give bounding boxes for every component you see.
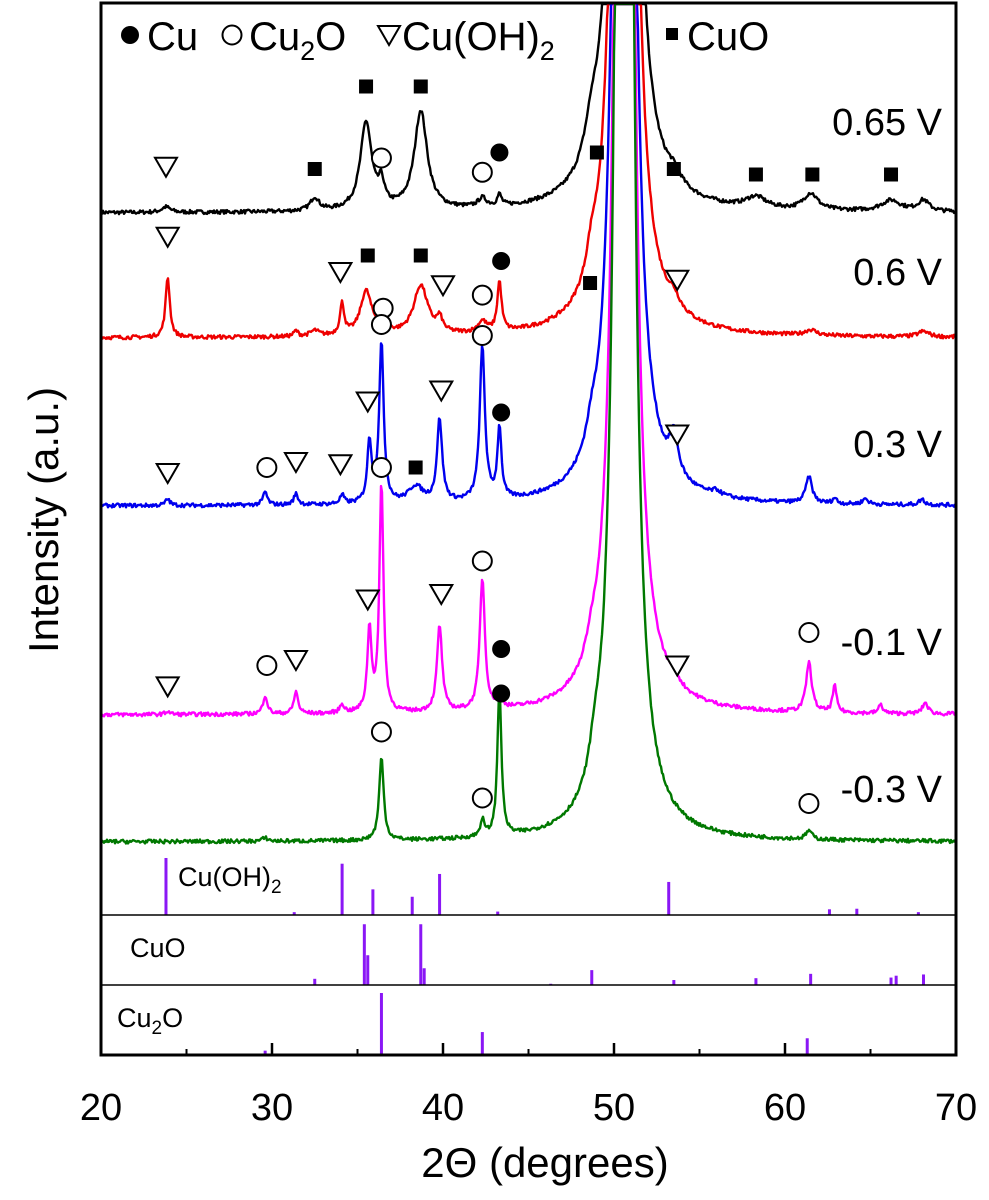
trace-label-0-3-v: -0.3 V [841,769,943,811]
marker-0-1-v-filled-circle-4 [492,640,511,658]
marker-0-3-v-open-triangle-10 [664,424,691,447]
marker-0-3-v-filled-square-9 [408,460,423,475]
reference-label-cuo: CuO [130,933,186,963]
marker-0-1-v-open-circle-9 [798,622,820,643]
marker-0-1-v-open-circle-0 [370,457,392,478]
marker-0-3-v-open-circle-1 [471,787,493,809]
marker-0-3-v-open-triangle-7 [283,452,309,474]
marker-0-65-v-open-circle-4 [370,147,392,169]
marker-0-65-v-filled-circle-6 [490,143,509,162]
legend-label-1: Cu2O [249,15,346,66]
x-axis-label: 2Θ (degrees) [421,1139,668,1186]
legend: Cu Cu2O Cu(OH)2 CuO [121,15,769,66]
y-axis-label: Intensity (a.u.) [20,387,67,653]
legend-marker-cu2o [221,24,243,46]
marker-0-3-v-open-triangle-2 [355,391,381,414]
marker-0-1-v-open-circle-3 [471,550,493,572]
marker-0-1-v-open-circle-6 [256,655,278,676]
trace-0-65-v [100,2,957,216]
marker-0-6-v-filled-square-3 [413,248,428,263]
marker-0-3-v-filled-circle-4 [492,403,511,422]
legend-label-0: Cu [147,15,198,59]
marker-0-3-v-open-circle-0 [370,314,392,335]
marker-0-3-v-open-triangle-8 [327,454,354,477]
marker-0-6-v-filled-square-2 [360,248,375,263]
marker-0-1-v-open-triangle-7 [283,650,309,672]
trace-0-3-v [101,2,957,845]
marker-0-65-v-filled-square-8 [666,162,681,176]
plot-frame [99,1,958,1057]
legend-marker-cuoh2 [376,25,402,47]
x-tick-label-50: 50 [593,1087,635,1129]
trace-label-0-6-v: 0.6 V [853,252,942,294]
marker-0-1-v-open-triangle-5 [154,676,181,699]
xrd-traces [100,2,957,845]
legend-label-2: Cu(OH)2 [402,15,555,66]
marker-0-65-v-filled-square-9 [748,167,763,182]
legend-label-3: CuO [687,15,769,59]
marker-0-3-v-open-triangle-5 [154,463,181,485]
marker-0-3-v-filled-circle-2 [492,684,511,703]
reference-panels: Cu(OH)2 CuO Cu2O [101,858,956,1055]
reference-label-cu2o: Cu2O [117,1003,183,1039]
trace-label-0-65-v: 0.65 V [832,102,943,144]
marker-0-6-v-open-triangle-0 [154,226,181,249]
marker-0-6-v-open-triangle-9 [664,269,691,292]
marker-0-3-v-open-circle-6 [256,457,278,478]
marker-0-1-v-open-triangle-2 [428,584,455,606]
marker-0-6-v-open-triangle-5 [430,275,456,298]
marker-0-65-v-filled-square-1 [307,162,322,176]
marker-0-3-v-open-circle-1 [471,325,493,346]
marker-0-6-v-open-circle-6 [471,284,493,306]
trace-0-6-v [100,2,956,341]
marker-0-3-v-open-circle-0 [370,721,392,743]
marker-0-3-v-open-circle-3 [798,793,820,814]
x-tick-label-20: 20 [80,1087,122,1129]
phase-markers [153,79,899,814]
marker-0-65-v-filled-square-11 [884,167,899,182]
legend-marker-cu [121,26,139,44]
marker-0-6-v-open-triangle-1 [327,262,354,284]
x-axis-ticks: 20 30 40 50 60 70 [80,1043,977,1129]
marker-0-65-v-filled-square-10 [805,167,820,182]
trace-0-3-v [101,2,957,509]
marker-0-3-v-open-triangle-3 [428,380,455,403]
trace-labels: 0.65 V 0.6 V 0.3 V -0.1 V -0.3 V [832,102,943,811]
marker-0-65-v-open-circle-5 [471,161,493,183]
marker-0-65-v-open-triangle-0 [153,156,179,179]
trace-label-0-3-v: 0.3 V [853,424,942,466]
x-tick-label-60: 60 [764,1087,806,1129]
reference-label-cu-oh-2: Cu(OH)2 [178,862,282,898]
trace-0-1-v [100,2,957,718]
x-tick-label-40: 40 [422,1087,464,1129]
marker-0-1-v-open-triangle-8 [664,655,691,678]
legend-marker-cuo [666,28,678,40]
x-tick-label-70: 70 [935,1087,977,1129]
trace-label-0-1-v: -0.1 V [841,622,943,664]
marker-0-6-v-filled-circle-7 [492,252,511,270]
marker-0-65-v-filled-square-2 [359,79,374,94]
marker-0-65-v-filled-square-3 [413,79,428,94]
marker-0-6-v-filled-square-8 [583,276,598,290]
x-tick-label-30: 30 [251,1087,293,1129]
marker-0-1-v-open-triangle-1 [355,589,381,612]
marker-0-65-v-filled-square-7 [589,145,604,160]
